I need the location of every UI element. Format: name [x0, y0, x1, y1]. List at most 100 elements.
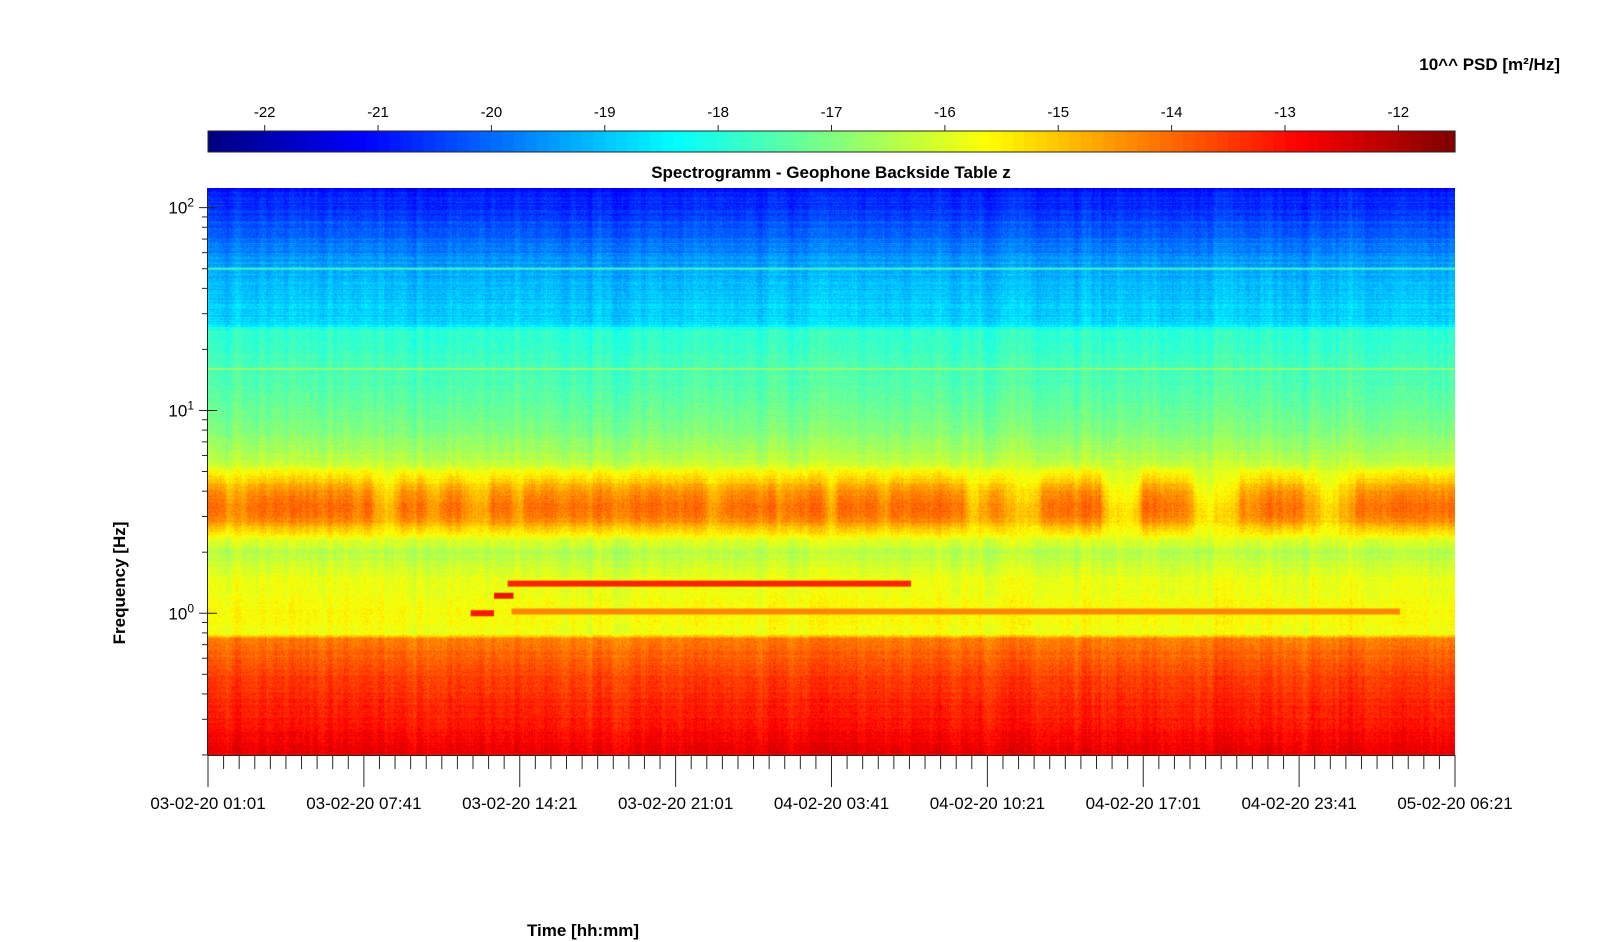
colorbar-step — [638, 131, 651, 152]
x-tick-label: 03-02-20 07:41 — [306, 794, 421, 813]
colorbar-step — [774, 131, 787, 152]
x-axis-tick-labels: 03-02-20 01:01 03-02-20 07:41 03-02-20 14:… — [150, 794, 1512, 813]
colorbar-tick-label: -15 — [1047, 104, 1069, 121]
colorbar-step — [1114, 131, 1127, 152]
colorbar-step — [1103, 131, 1116, 152]
colorbar-step — [536, 131, 549, 152]
colorbar-step — [944, 131, 957, 152]
colorbar-step — [525, 131, 538, 152]
colorbar-step — [570, 131, 583, 152]
y-axis-tick-labels: 100 101 102 — [168, 196, 194, 624]
colorbar-step — [1012, 131, 1025, 152]
colorbar-step — [366, 131, 379, 152]
colorbar-step — [219, 131, 232, 152]
colorbar-label: 10^^ PSD [m²/Hz] — [1419, 55, 1560, 74]
colorbar-step — [1046, 131, 1059, 152]
colorbar-step — [808, 131, 821, 152]
colorbar-step — [1160, 131, 1173, 152]
colorbar-step — [298, 131, 311, 152]
colorbar-step — [831, 131, 844, 152]
colorbar-step — [1443, 131, 1456, 152]
colorbar-step — [1296, 131, 1309, 152]
colorbar-step — [718, 131, 731, 152]
colorbar-step — [967, 131, 980, 152]
colorbar-step — [865, 131, 878, 152]
colorbar-step — [310, 131, 322, 152]
colorbar-step — [491, 131, 504, 152]
colorbar-step — [1307, 131, 1320, 152]
x-tick-label: 04-02-20 10:21 — [930, 794, 1045, 813]
colorbar-frame — [207, 130, 1456, 153]
colorbar-step — [208, 131, 220, 152]
colorbar-step — [242, 131, 254, 152]
plot-area — [207, 188, 1455, 756]
colorbar-step — [276, 131, 288, 152]
colorbar-step — [650, 131, 663, 152]
colorbar-step — [1001, 131, 1014, 152]
colorbar-step — [616, 131, 629, 152]
colorbar-step — [1330, 131, 1343, 152]
colorbar-tick-label: -16 — [934, 104, 956, 121]
colorbar-step — [468, 131, 481, 152]
colorbar-step — [706, 131, 719, 152]
colorbar-step — [1182, 131, 1195, 152]
spectrogram-image-holder — [208, 188, 1455, 755]
colorbar-step — [695, 131, 708, 152]
colorbar-step — [661, 131, 674, 152]
colorbar-step — [378, 131, 390, 152]
colorbar-step — [1318, 131, 1331, 152]
colorbar-step — [763, 131, 776, 152]
colorbar-step — [480, 131, 493, 152]
colorbar-step — [1137, 131, 1150, 152]
colorbar-step — [956, 131, 969, 152]
colorbar-step — [412, 131, 424, 152]
colorbar-step — [1386, 131, 1399, 152]
colorbar-step — [684, 131, 697, 152]
colorbar-step — [1352, 131, 1365, 152]
colorbar-tick-label: -18 — [707, 104, 729, 121]
colorbar-step — [1035, 131, 1048, 152]
colorbar-step — [264, 131, 277, 152]
colorbar-step — [1273, 131, 1286, 152]
x-axis-ticks — [207, 755, 1456, 787]
y-tick-label: 102 — [168, 196, 194, 218]
x-tick-label: 04-02-20 23:41 — [1241, 794, 1356, 813]
colorbar-step — [820, 131, 833, 152]
y-axis-label: Frequency [Hz] — [110, 522, 129, 645]
colorbar-step — [446, 131, 458, 152]
x-tick-label: 04-02-20 03:41 — [774, 794, 889, 813]
colorbar-tick-label: -22 — [254, 104, 276, 121]
colorbar-step — [899, 131, 912, 152]
colorbar-step — [1216, 131, 1229, 152]
colorbar-step — [1284, 131, 1297, 152]
colorbar-step — [582, 131, 595, 152]
x-tick-label: 03-02-20 14:21 — [462, 794, 577, 813]
colorbar-step — [922, 131, 935, 152]
x-tick-label: 04-02-20 17:01 — [1086, 794, 1201, 813]
colorbar-step — [514, 131, 527, 152]
x-tick-label: 03-02-20 01:01 — [150, 794, 265, 813]
colorbar-step — [740, 131, 753, 152]
x-tick-label: 05-02-20 06:21 — [1397, 794, 1512, 813]
colorbar-step — [1341, 131, 1354, 152]
colorbar-step — [978, 131, 991, 152]
colorbar-step — [1205, 131, 1218, 152]
colorbar-step — [1069, 131, 1082, 152]
colorbar-step — [457, 131, 470, 152]
colorbar-ticks: -22 -21 -20 -19 -18 -17 -16 -15 -14 -13 -12 — [254, 104, 1409, 131]
colorbar-step — [230, 131, 243, 152]
colorbar-step — [1126, 131, 1139, 152]
colorbar-step — [502, 131, 515, 152]
colorbar-step — [1171, 131, 1184, 152]
colorbar-step — [1080, 131, 1093, 152]
colorbar-step — [344, 131, 356, 152]
colorbar-step — [1024, 131, 1037, 152]
colorbar-step — [559, 131, 572, 152]
colorbar-tick-label: -14 — [1161, 104, 1183, 121]
colorbar-step — [888, 131, 901, 152]
colorbar-step — [593, 131, 606, 152]
colorbar-step — [604, 131, 617, 152]
colorbar-step — [400, 131, 413, 152]
x-axis-label: Time [hh:mm] — [527, 921, 639, 940]
colorbar-step — [876, 131, 889, 152]
